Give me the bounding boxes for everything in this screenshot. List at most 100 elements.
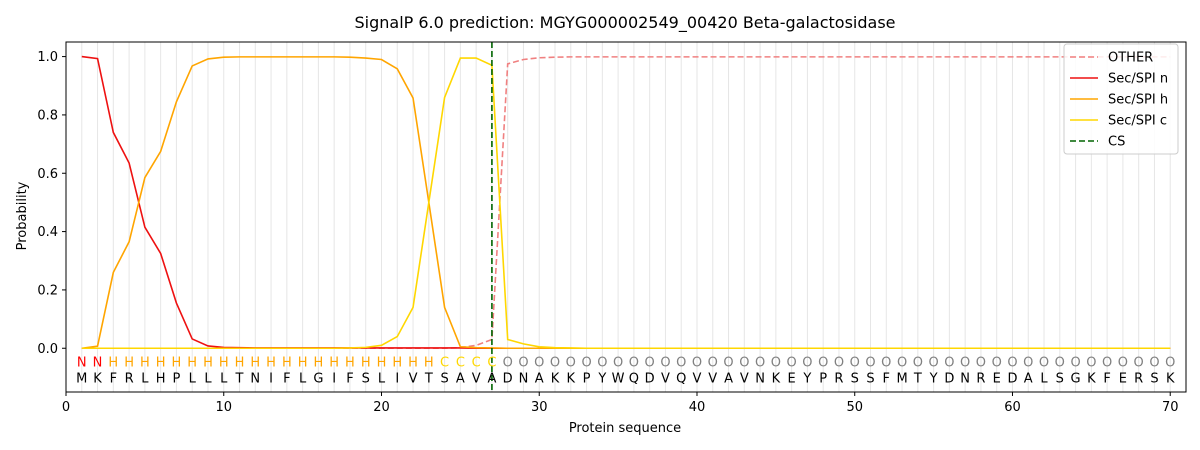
region-label: O [850,355,860,370]
sequence-letter: G [1071,371,1081,386]
region-label: C [440,355,449,370]
sequence-letter: S [866,371,874,386]
region-label: O [928,355,938,370]
sequence-letter: V [740,371,749,386]
region-label: O [865,355,875,370]
sequence-letter: H [156,371,166,386]
sequence-letter: P [173,371,181,386]
sequence-letter: K [551,371,560,386]
sequence-letter: K [772,371,781,386]
sequence-letter: A [535,371,544,386]
region-label: H [219,355,229,370]
region-label: H [424,355,434,370]
region-label: O [1165,355,1175,370]
region-label: H [298,355,308,370]
region-label: O [960,355,970,370]
sequence-letter: R [976,371,985,386]
sequence-letter: T [235,371,244,386]
region-label: O [1070,355,1080,370]
region-label: O [503,355,513,370]
region-label: O [1149,355,1159,370]
chart-title: SignalP 6.0 prediction: MGYG000002549_00… [354,13,895,33]
region-label: N [77,355,87,370]
region-label: O [1023,355,1033,370]
sequence-letter: L [220,371,228,386]
region-label: O [834,355,844,370]
plot-area: NMNKHFHRHLHHHPHLHLHLHTHNHIHFHLHGHIHFHSHL… [37,42,1178,415]
x-tick-label: 20 [373,400,390,415]
sequence-letter: Y [597,371,606,386]
region-label: O [1007,355,1017,370]
sequence-letter: N [755,371,765,386]
sequence-letter: D [944,371,954,386]
sequence-letter: V [472,371,481,386]
sequence-letter: F [883,371,890,386]
y-tick-label: 0.2 [37,283,58,298]
region-label: H [361,355,371,370]
legend-label: OTHER [1108,51,1153,66]
sequence-letter: R [125,371,134,386]
sequence-letter: T [913,371,922,386]
x-tick-label: 60 [1004,400,1021,415]
region-label: O [660,355,670,370]
sequence-letter: R [834,371,843,386]
sequence-letter: A [724,371,733,386]
region-label: C [456,355,465,370]
region-label: O [913,355,923,370]
sequence-letter: K [567,371,576,386]
region-label: O [1055,355,1065,370]
region-label: O [1039,355,1049,370]
x-axis-label: Protein sequence [569,421,681,436]
sequence-letter: W [612,371,625,386]
sequence-letter: F [1103,371,1110,386]
sequence-letter: L [1040,371,1048,386]
region-label: O [550,355,560,370]
region-label: H [124,355,134,370]
sequence-letter: D [645,371,655,386]
sequence-letter: L [299,371,307,386]
region-label: O [771,355,781,370]
sequence-letter: E [993,371,1001,386]
region-label: O [897,355,907,370]
sequence-letter: N [250,371,260,386]
region-label: O [881,355,891,370]
sequence-letter: I [269,371,273,386]
legend-box [1063,43,1179,155]
sequence-letter: K [1087,371,1096,386]
region-label: H [250,355,260,370]
y-tick-label: 0.4 [37,225,58,240]
sequence-letter: N [960,371,970,386]
sequence-letter: S [1150,371,1158,386]
region-label: C [487,355,496,370]
region-label: H [377,355,387,370]
region-label: O [992,355,1002,370]
region-label: O [645,355,655,370]
sequence-letter: Y [929,371,938,386]
region-label: O [755,355,765,370]
region-label: H [266,355,276,370]
sequence-letter: V [661,371,670,386]
sequence-letter: F [110,371,117,386]
sequence-letter: S [851,371,859,386]
region-label: O [787,355,797,370]
sequence-letter: T [424,371,433,386]
sequence-letter: K [1166,371,1175,386]
region-label: H [108,355,118,370]
plot-frame [65,41,1187,393]
region-label: H [203,355,213,370]
region-label: O [723,355,733,370]
y-tick-label: 0.8 [37,108,58,123]
y-tick-label: 1.0 [37,50,58,65]
sequence-letter: I [395,371,399,386]
sequence-letter: R [1134,371,1143,386]
region-label: O [739,355,749,370]
region-label: H [392,355,402,370]
region-label: O [708,355,718,370]
region-label: O [944,355,954,370]
sequence-letter: Q [629,371,639,386]
sequence-letter: G [313,371,323,386]
region-label: N [93,355,103,370]
region-label: O [581,355,591,370]
